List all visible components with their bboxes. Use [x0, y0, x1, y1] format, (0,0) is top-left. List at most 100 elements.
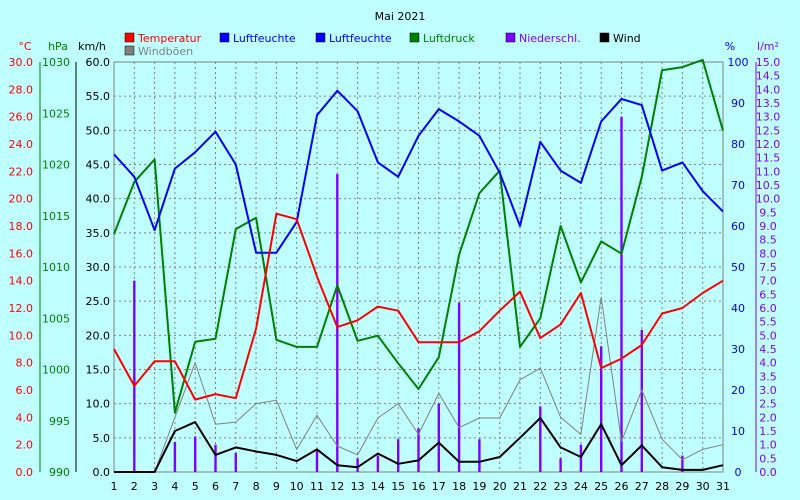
grid [114, 62, 723, 472]
tick-label-humidity: 50 [731, 261, 745, 274]
precip-bar [376, 455, 380, 472]
x-tick-label: 16 [412, 480, 426, 493]
tick-label-temp: 6.0 [16, 384, 34, 397]
tick-label-precip: 1.5 [759, 425, 777, 438]
tick-label-pressure: 1000 [42, 364, 70, 377]
legend-swatch [409, 32, 420, 43]
tick-label-wind: 20.0 [86, 329, 111, 342]
axis-unit-humidity: % [725, 40, 735, 53]
tick-label-precip: 11.0 [756, 165, 781, 178]
tick-label-temp: 30.0 [9, 56, 34, 69]
series-lines [113, 58, 724, 473]
legend-label: Windböen [138, 45, 193, 58]
tick-label-precip: 12.5 [756, 124, 781, 137]
tick-label-wind: 30.0 [86, 261, 111, 274]
tick-label-wind: 5.0 [93, 432, 111, 445]
precip-bar [234, 452, 237, 472]
legend-swatch [219, 32, 230, 43]
series-line-luftdruck [113, 58, 724, 414]
x-tick-label: 20 [493, 480, 507, 493]
precip-bar [214, 444, 217, 472]
x-tick-label: 24 [574, 480, 588, 493]
precip-bar [620, 116, 623, 473]
tick-label-wind: 10.0 [86, 398, 111, 411]
x-tick-label: 25 [594, 480, 608, 493]
tick-label-wind: 0.0 [93, 466, 111, 479]
tick-label-precip: 2.5 [759, 398, 777, 411]
precip-bar [579, 444, 583, 472]
precip-bar [315, 450, 319, 472]
x-tick-label: 1 [111, 480, 118, 493]
tick-label-precip: 3.5 [759, 370, 777, 383]
tick-label-precip: 7.0 [759, 275, 777, 288]
precip-bar [640, 329, 643, 472]
tick-label-precip: 4.0 [759, 357, 777, 370]
precip-bar [559, 458, 562, 472]
x-tick-label: 30 [696, 480, 710, 493]
tick-label-temp: 26.0 [9, 111, 34, 124]
tick-label-precip: 9.0 [759, 220, 777, 233]
x-tick-label: 11 [310, 480, 324, 493]
legend-swatch [315, 32, 326, 43]
legend: Temperatur Luftfeuchte Luftfeuchte Luftdruc… [124, 32, 641, 58]
tick-label-pressure: 990 [49, 466, 70, 479]
tick-label-humidity: 30 [731, 343, 745, 356]
tick-label-temp: 24.0 [9, 138, 34, 151]
x-tick-label: 7 [232, 480, 239, 493]
x-tick-label: 13 [351, 480, 365, 493]
tick-label-wind: 25.0 [86, 295, 111, 308]
tick-label-temp: 4.0 [16, 411, 34, 424]
tick-label-precip: 1.0 [759, 439, 777, 452]
tick-label-wind: 60.0 [86, 56, 111, 69]
tick-label-precip: 8.0 [759, 247, 777, 260]
x-tick-label: 5 [192, 480, 199, 493]
precip-bar [417, 428, 420, 472]
tick-label-humidity: 40 [731, 302, 745, 315]
tick-label-pressure: 995 [49, 415, 70, 428]
tick-label-precip: 4.5 [759, 343, 777, 356]
x-tick-label: 26 [615, 480, 629, 493]
tick-label-temp: 14.0 [9, 275, 34, 288]
x-tick-label: 12 [330, 480, 344, 493]
tick-label-temp: 18.0 [9, 220, 34, 233]
series-line-windben [114, 296, 724, 473]
x-tick-label: 14 [371, 480, 385, 493]
tick-label-precip: 12.0 [756, 138, 781, 151]
tick-label-precip: 11.5 [756, 152, 781, 165]
tick-label-precip: 2.0 [759, 411, 777, 424]
tick-label-temp: 12.0 [9, 302, 34, 315]
x-tick-label: 10 [290, 480, 304, 493]
x-tick-label: 28 [655, 480, 669, 493]
x-axis-ticks: 1 2 3 4 5 6 7 8 9 10 11 12 13 14 15 16 17 18 19 20 21 22 23 24 2… [111, 480, 731, 493]
tick-label-humidity: 0 [735, 466, 742, 479]
axis-unit-precip: l/m² [757, 40, 779, 53]
tick-label-precip: 6.5 [759, 288, 777, 301]
x-tick-label: 17 [432, 480, 446, 493]
precip-bar [681, 455, 684, 472]
tick-label-wind: 40.0 [86, 193, 111, 206]
precip-bar [539, 406, 542, 472]
x-tick-label: 9 [273, 480, 280, 493]
precip-bar [457, 302, 461, 472]
x-tick-label: 3 [151, 480, 158, 493]
tick-label-humidity: 100 [728, 56, 749, 69]
precipitation-bars [133, 116, 684, 473]
legend-swatch [124, 45, 135, 56]
chart-title: Mai 2021 [375, 10, 426, 23]
tick-label-precip: 5.5 [759, 316, 777, 329]
tick-label-temp: 0.0 [16, 466, 34, 479]
x-tick-label: 18 [452, 480, 466, 493]
precip-bar [336, 174, 339, 473]
series-line-wind [114, 417, 724, 473]
x-tick-label: 4 [171, 480, 178, 493]
tick-label-temp: 28.0 [9, 83, 34, 96]
x-tick-label: 31 [716, 480, 730, 493]
x-tick-label: 2 [131, 480, 138, 493]
axis-ticks: 0.0 2.0 4.0 6.0 8.0 10.0 12.0 14.0 16.0 18.0 20.0 2… [9, 56, 781, 479]
x-tick-label: 6 [212, 480, 219, 493]
precip-bar [133, 280, 136, 472]
tick-label-pressure: 1010 [42, 261, 70, 274]
tick-label-precip: 14.0 [756, 83, 781, 96]
legend-swatch [505, 32, 516, 43]
tick-label-humidity: 90 [731, 97, 745, 110]
